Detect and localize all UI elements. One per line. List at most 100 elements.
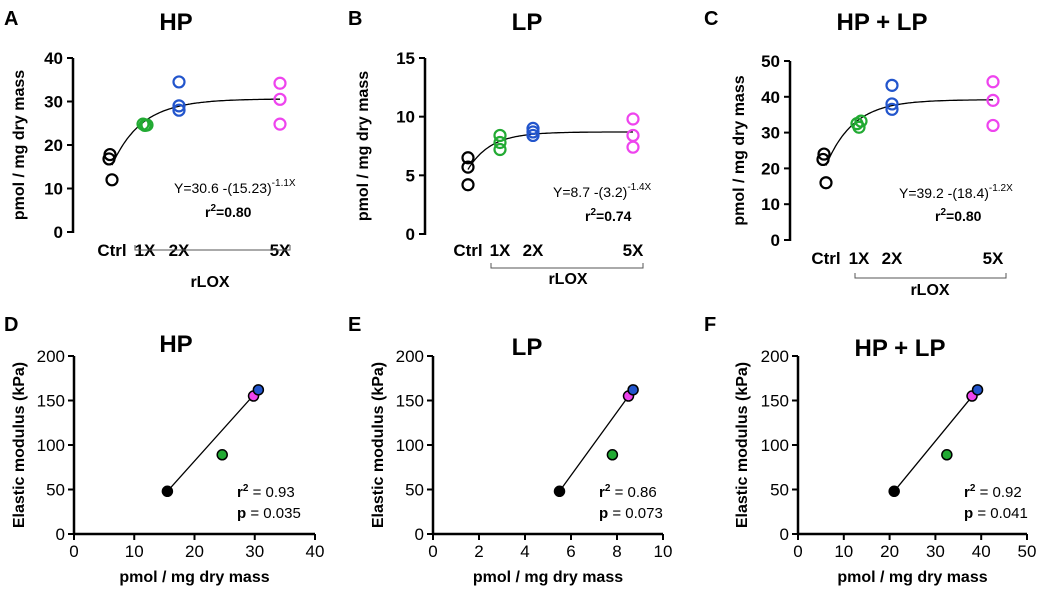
panel-f-x-tick-label: 20 [880, 542, 899, 561]
panel-c-point-ctrl [817, 147, 831, 161]
panel-a-point-5x [273, 117, 287, 131]
panel-c-fit-curve [825, 99, 993, 166]
panel-d-x-tick-label: 0 [69, 542, 78, 561]
panel-e-y-tick-label: 150 [396, 392, 424, 411]
panel-e-y-tick-label: 0 [415, 525, 424, 544]
panel-e-title: LP [512, 334, 543, 361]
panel-a-y-tick-label: 20 [44, 136, 63, 155]
panel-c-point-ctrl [816, 152, 830, 167]
panel-f-y-tick-label: 0 [780, 525, 789, 544]
panel-b-point-2x [526, 121, 540, 135]
panel-c-title: HP + LP [837, 9, 928, 36]
panel-b-y-axis-label: pmol / mg dry mass [355, 71, 372, 221]
panel-a-equation-lead: Y=30.6 -(15.23) [174, 180, 272, 196]
panel-b-title: LP [512, 9, 543, 36]
panel-c-point-ctrl [819, 176, 833, 190]
panel-e-x-tick-label: 10 [654, 542, 673, 561]
panel-f-x-axis-label: pmol / mg dry mass [837, 569, 987, 586]
panel-a-y-axis-label: pmol / mg dry mass [11, 70, 28, 220]
panel-d-x-tick-label: 30 [245, 542, 264, 561]
panel-d-point-ctrl [161, 485, 174, 498]
panel-e-x-tick-label: 0 [428, 542, 437, 561]
panel-c-x-tick-label: 5X [983, 249, 1004, 268]
panel-c-point-1x [854, 114, 868, 128]
panel-e-p-value: = 0.073 [608, 505, 663, 522]
panel-a-r2-sup: 2 [210, 203, 216, 214]
panel-e-point-1x [606, 449, 619, 461]
panel-d-p-value: = 0.035 [246, 505, 301, 522]
panel-a-y-tick-label: 30 [44, 93, 63, 112]
panel-c-letter: C [704, 8, 718, 30]
panel-f-x-tick-label: 50 [1018, 542, 1037, 561]
panel-c-y-tick-label: 0 [771, 231, 780, 250]
panel-c-point-5x [986, 93, 1000, 107]
panel-a-point-ctrl [103, 147, 117, 162]
panel-e-x-tick-label: 4 [520, 542, 529, 561]
panel-d-y-tick-label: 200 [37, 347, 65, 366]
panel-c-x-tick-label: 1X [849, 249, 870, 268]
panel-e-regression-line [558, 389, 634, 492]
panel-b-x-tick-label: 2X [523, 241, 544, 260]
panel-d-point-1x [216, 449, 228, 461]
panel-a-equation-exponent: -1.1X [272, 178, 296, 189]
panel-d-r2-sup: 2 [243, 483, 249, 494]
panel-f-p-label: p [964, 505, 973, 522]
panel-f-point-2x [971, 384, 984, 396]
panel-c-y-tick-label: 40 [761, 88, 780, 107]
panel-d-y-axis-label: Elastic modulus (kPa) [11, 362, 28, 528]
panel-f-y-tick-label: 200 [761, 347, 789, 366]
panel-c-r2-sup: 2 [940, 207, 946, 218]
panel-b-letter: B [348, 8, 362, 30]
panel-c-point-5x [986, 118, 1000, 133]
panel-c-point-2x [885, 102, 899, 116]
panel-e-r2-sup: 2 [605, 483, 611, 494]
panel-c-r2-prefix: r [935, 208, 941, 224]
panel-f-y-tick-label: 100 [761, 436, 789, 455]
panel-c-point-2x [885, 78, 899, 92]
panel-e-p: p = 0.073 [599, 505, 663, 522]
panel-c-x-tick-label: Ctrl [811, 249, 840, 268]
panel-c-y-tick-label: 50 [761, 52, 780, 71]
panel-d-r2-label: r [237, 484, 243, 501]
panel-b-x-tick-label: 1X [490, 241, 511, 260]
panel-e-r2-label: r [599, 484, 605, 501]
panel-f-r2-value: = 0.92 [975, 484, 1021, 501]
panel-c-y-tick-label: 30 [761, 124, 780, 143]
panel-a-x-axis-label: rLOX [190, 274, 229, 291]
panel-e-r2-value: = 0.86 [610, 484, 656, 501]
panel-d-y-tick-label: 50 [46, 481, 65, 500]
panel-b-r2-sup: 2 [590, 207, 596, 218]
panel-a-point-5x [273, 92, 287, 106]
panel-a-r2-value: =0.80 [216, 204, 252, 220]
panel-a-y-tick-label: 0 [54, 223, 63, 242]
panel-b-point-1x [493, 128, 507, 143]
panel-f-y-axis-label: Elastic modulus (kPa) [734, 362, 751, 528]
panel-b-y-tick-label: 5 [406, 166, 415, 185]
panel-e-y-tick-label: 200 [396, 347, 424, 366]
panel-b-y-tick-label: 0 [406, 225, 415, 244]
panel-b-point-1x [493, 135, 507, 150]
panel-a-fit-curve [111, 98, 280, 166]
panel-f-x-tick-label: 40 [972, 542, 991, 561]
panel-b-x-tick-label: 5X [623, 241, 644, 260]
panel-c-rlox-bracket [854, 273, 1007, 279]
panel-b-point-ctrl [461, 151, 475, 165]
panel-c-x-axis-label: rLOX [910, 282, 949, 299]
panel-c-point-2x [885, 97, 899, 111]
panel-a-r2-prefix: r [205, 204, 211, 220]
panel-b-point-ctrl [461, 160, 475, 174]
panel-c-equation-exponent: -1.2X [989, 183, 1013, 194]
panel-d-p-label: p [237, 505, 246, 522]
panel-e-point-ctrl [553, 485, 566, 498]
panel-c-y-tick-label: 10 [761, 195, 780, 214]
panel-f-p: p = 0.041 [964, 505, 1028, 522]
panel-e-x-tick-label: 8 [612, 542, 621, 561]
panel-b-point-5x [626, 112, 640, 126]
panel-c-equation: Y=39.2 -(18.4)-1.2X [899, 183, 1013, 201]
panel-b-y-tick-label: 10 [396, 108, 415, 127]
panel-b-point-1x [493, 142, 507, 157]
panel-a-y-tick-label: 40 [44, 49, 63, 68]
panel-b-r2-value: =0.74 [596, 208, 632, 224]
panel-b-y-tick-label: 15 [396, 49, 415, 68]
panel-d-p: p = 0.035 [237, 505, 301, 522]
